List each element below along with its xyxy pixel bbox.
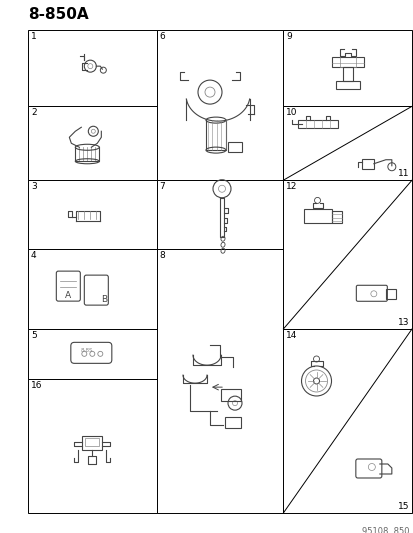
Bar: [385, 289, 395, 299]
Text: 8: 8: [159, 251, 165, 260]
Text: A: A: [65, 290, 71, 300]
Text: 12: 12: [286, 182, 297, 191]
Bar: [156, 249, 282, 513]
Bar: [282, 180, 411, 329]
Bar: [28, 329, 156, 379]
Bar: [335, 81, 359, 89]
Bar: [331, 212, 341, 223]
Text: 6: 6: [159, 32, 165, 41]
Text: 16: 16: [31, 381, 43, 390]
Text: 15: 15: [396, 502, 408, 511]
Bar: [297, 120, 337, 128]
Bar: [282, 329, 411, 513]
Bar: [28, 106, 156, 180]
Text: 3: 3: [31, 182, 37, 191]
Bar: [331, 57, 363, 67]
Text: B: B: [101, 295, 107, 304]
Bar: [282, 30, 411, 106]
Text: 10: 10: [286, 108, 297, 117]
Text: 8-850A: 8-850A: [28, 6, 88, 21]
Text: 8-8S: 8-8S: [80, 349, 93, 353]
Text: 2: 2: [31, 108, 36, 117]
Bar: [342, 67, 352, 81]
Bar: [28, 379, 156, 513]
Bar: [156, 180, 282, 249]
Bar: [28, 180, 156, 249]
Bar: [28, 30, 156, 106]
Bar: [28, 249, 156, 329]
Bar: [224, 417, 240, 428]
Text: 4: 4: [31, 251, 36, 260]
Bar: [82, 436, 102, 450]
Bar: [228, 142, 242, 152]
Text: 1: 1: [31, 32, 37, 41]
Bar: [221, 389, 240, 401]
Bar: [303, 209, 331, 223]
Text: 7: 7: [159, 182, 165, 191]
Bar: [361, 159, 373, 169]
Bar: [156, 30, 282, 180]
Bar: [85, 438, 99, 446]
Bar: [282, 106, 411, 180]
Text: 5: 5: [31, 331, 37, 340]
Text: 14: 14: [286, 331, 297, 340]
Text: 95108  850: 95108 850: [362, 527, 409, 533]
Text: 13: 13: [396, 318, 408, 327]
Text: 9: 9: [286, 32, 292, 41]
Text: 11: 11: [396, 169, 408, 178]
